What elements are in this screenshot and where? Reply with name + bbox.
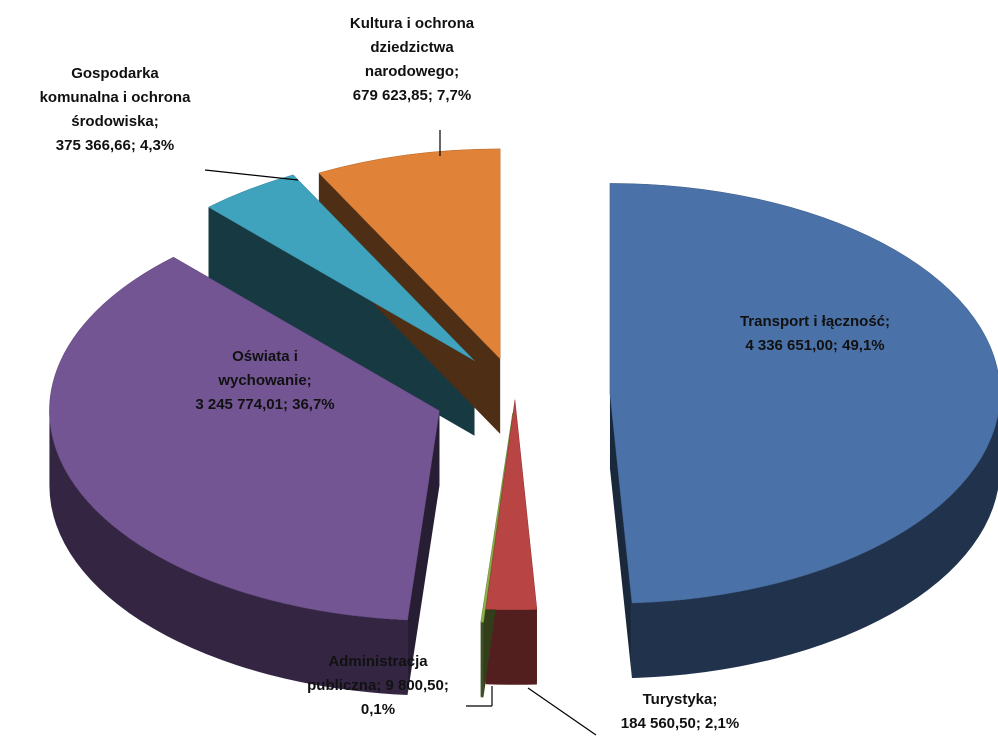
data-label: Administracja publiczna; 9 800,50; 0,1% — [307, 653, 449, 718]
radial-wall — [609, 393, 632, 679]
outer-wall — [49, 410, 408, 696]
leader-line — [204, 169, 299, 181]
pie-slice — [207, 174, 475, 361]
data-label: Turystyka; 184 560,50; 2,1% — [620, 691, 740, 732]
radial-wall — [407, 410, 440, 696]
outer-wall — [631, 414, 998, 679]
leader-line — [527, 687, 597, 736]
data-label: Gospodarka komunalna i ochrona środowisk… — [39, 65, 191, 154]
outer-wall — [485, 609, 537, 685]
slice-tops — [49, 148, 998, 623]
pie-slice — [609, 183, 998, 604]
data-label: Oświata i wychowanie; 3 245 774,01; 36,7… — [195, 348, 335, 413]
pie-slice — [318, 148, 501, 360]
data-label: Kultura i ochrona dziedzictwa narodowego… — [349, 15, 475, 104]
pie-slice — [485, 399, 538, 611]
pie-slice — [49, 256, 440, 621]
pie-slice — [480, 412, 513, 623]
radial-wall — [208, 207, 475, 436]
slice-side — [609, 393, 998, 679]
outer-wall — [480, 622, 484, 698]
data-label: Transport i łączność; 4 336 651,00; 49,1… — [739, 313, 891, 354]
